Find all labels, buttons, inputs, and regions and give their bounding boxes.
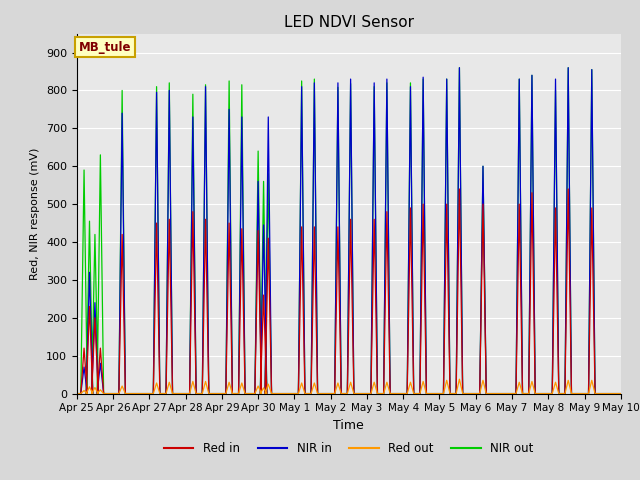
Title: LED NDVI Sensor: LED NDVI Sensor	[284, 15, 414, 30]
Y-axis label: Red, NIR response (mV): Red, NIR response (mV)	[30, 147, 40, 280]
Text: MB_tule: MB_tule	[79, 41, 131, 54]
X-axis label: Time: Time	[333, 419, 364, 432]
Legend: Red in, NIR in, Red out, NIR out: Red in, NIR in, Red out, NIR out	[159, 437, 538, 460]
